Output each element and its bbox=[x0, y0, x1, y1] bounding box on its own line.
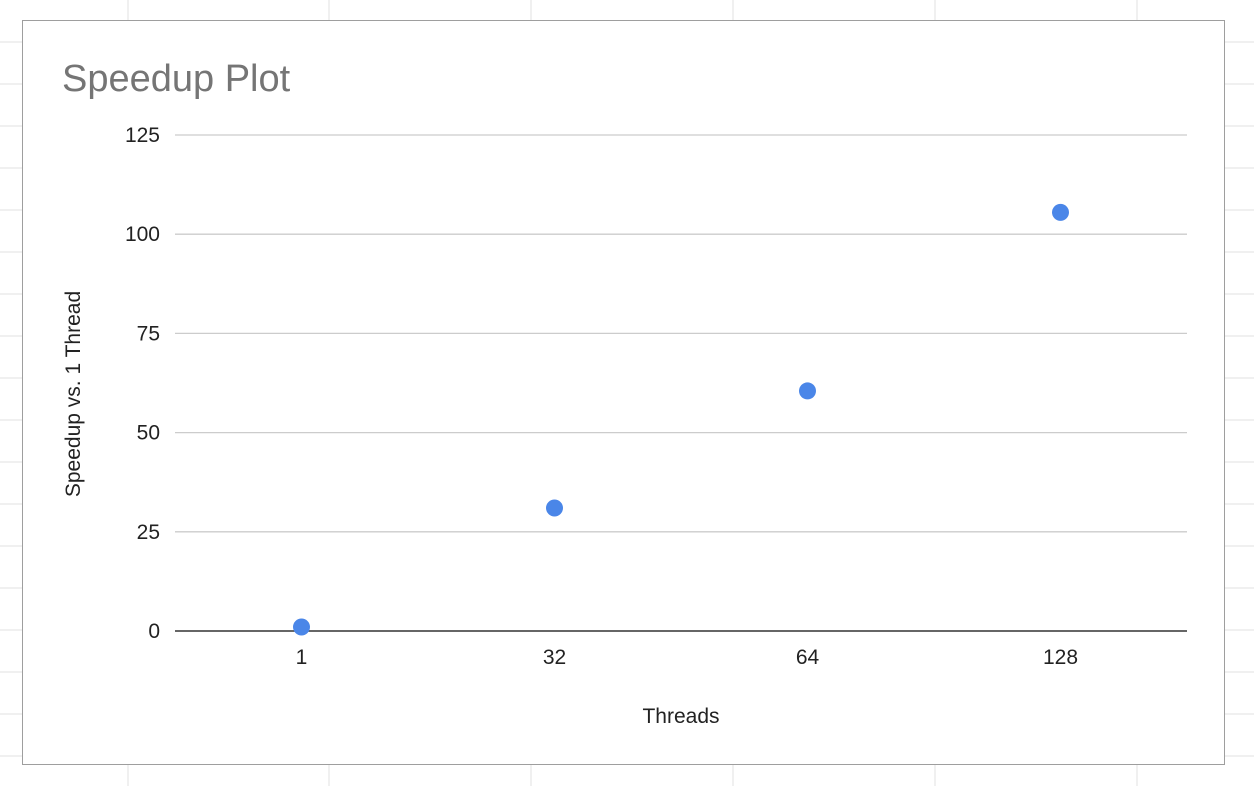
data-point[interactable] bbox=[1052, 203, 1069, 221]
x-tick-label: 1 bbox=[296, 646, 308, 669]
y-tick-label: 50 bbox=[137, 422, 160, 445]
y-tick-label: 75 bbox=[137, 322, 160, 345]
x-axis-title: Threads bbox=[642, 705, 719, 728]
y-tick-label: 125 bbox=[125, 124, 160, 147]
x-tick-label: 32 bbox=[543, 646, 566, 669]
y-axis-title: Speedup vs. 1 Thread bbox=[62, 291, 85, 497]
speedup-scatter-chart: Speedup Plot 0 25 50 75 100 125 1 32 64 128 Thre… bbox=[62, 58, 1187, 728]
gridlines bbox=[175, 134, 1187, 632]
data-point[interactable] bbox=[799, 382, 816, 400]
y-tick-label: 25 bbox=[137, 521, 160, 544]
y-tick-label: 0 bbox=[148, 620, 160, 643]
data-point[interactable] bbox=[293, 618, 310, 636]
chart-container[interactable]: Speedup Plot 0 25 50 75 100 125 1 32 64 128 Thre… bbox=[22, 20, 1225, 765]
y-axis-ticks: 0 25 50 75 100 125 bbox=[125, 124, 160, 643]
x-tick-label: 64 bbox=[796, 646, 820, 669]
data-points bbox=[293, 203, 1069, 636]
chart-title: Speedup Plot bbox=[62, 58, 291, 100]
x-tick-label: 128 bbox=[1043, 646, 1078, 669]
data-point[interactable] bbox=[546, 499, 563, 517]
x-axis-ticks: 1 32 64 128 bbox=[296, 646, 1078, 669]
y-tick-label: 100 bbox=[125, 223, 160, 246]
